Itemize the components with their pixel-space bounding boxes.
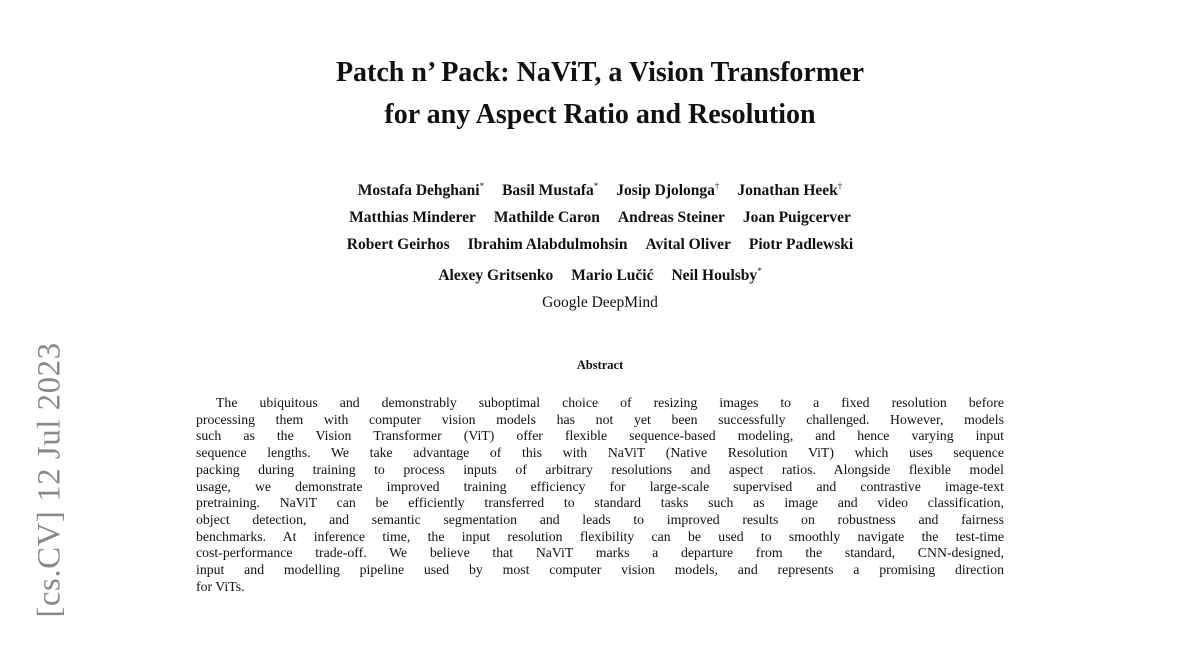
author: Alexey Gritsenko (438, 267, 553, 284)
author: Piotr Padlewski (749, 236, 853, 253)
author: Josip Djolonga† (616, 181, 720, 200)
paper-title: Patch n’ Pack: NaViT, a Vision Transform… (0, 52, 1200, 136)
author-name: Alexey Gritsenko (438, 267, 554, 285)
abstract-line: benchmarks. At inference time, the input… (196, 528, 1004, 544)
author-name: Matthias Minderer (349, 209, 476, 227)
author-name: Robert Geirhos (346, 236, 450, 254)
author-name: Ibrahim Alabdulmohsin (467, 236, 628, 254)
author-name: Joan Puigcerver (742, 209, 851, 227)
abstract-line: processing them with computer vision mod… (196, 411, 1004, 427)
author-row: Alexey Gritsenko Mario Lučić Neil Houlsby* (0, 258, 1200, 289)
abstract-line: for ViTs. (196, 578, 245, 594)
author: Jonathan Heek† (737, 181, 843, 200)
author-mark: * (757, 266, 762, 277)
author: Matthias Minderer (349, 209, 476, 226)
abstract-body: The ubiquitous and demonstrably suboptim… (196, 395, 1004, 595)
author-name: Jonathan Heek (737, 182, 838, 200)
author-name: Basil Mustafa (502, 182, 594, 200)
arxiv-stamp: [cs.CV] 12 Jul 2023 (31, 342, 68, 618)
affiliation: Google DeepMind (542, 294, 658, 312)
author: Joan Puigcerver (743, 209, 851, 226)
author: Mathilde Caron (494, 209, 600, 226)
author: Avital Oliver (645, 236, 730, 253)
author-mark: † (714, 181, 720, 191)
author-name: Josip Djolonga (616, 182, 715, 200)
abstract-line: The ubiquitous and demonstrably suboptim… (216, 395, 1004, 410)
author-name: Mostafa Dehghani (357, 182, 480, 200)
title-line: for any Aspect Ratio and Resolution (384, 99, 816, 130)
author-name: Piotr Padlewski (748, 236, 854, 254)
author-row: Mostafa Dehghani* Basil Mustafa* Josip Djo… (0, 173, 1200, 204)
author: Mostafa Dehghani* (357, 181, 485, 200)
author: Andreas Steiner (618, 209, 725, 226)
author-name: Mathilde Caron (493, 209, 600, 227)
author: Ibrahim Alabdulmohsin (468, 236, 628, 253)
abstract-line: packing during training to process input… (196, 461, 1004, 477)
author-row: Robert Geirhos Ibrahim Alabdulmohsin Avita… (0, 231, 1200, 258)
author-name: Neil Houlsby (671, 267, 758, 285)
author-list: Mostafa Dehghani* Basil Mustafa* Josip Djo… (0, 173, 1200, 316)
abstract-line: usage, we demonstrate improved training … (196, 478, 1004, 494)
abstract-line: sequence lengths. We take advantage of t… (196, 445, 1004, 461)
author-name: Andreas Steiner (617, 209, 725, 227)
author-row: Matthias Minderer Mathilde Caron Andreas S… (0, 204, 1200, 231)
abstract-line: cost-performance trade-off. We believe t… (196, 545, 1004, 561)
abstract-line: pretraining. NaViT can be efficiently tr… (196, 495, 1004, 511)
author: Neil Houlsby* (671, 266, 762, 285)
author-name: Mario Lučić (571, 267, 654, 285)
abstract-line: such as the Vision Transformer (ViT) off… (196, 428, 1004, 444)
abstract-line: input and modelling pipeline used by mos… (196, 562, 1004, 578)
abstract-heading: Abstract (576, 358, 624, 372)
author-name: Avital Oliver (645, 236, 731, 254)
author-mark: * (479, 181, 485, 191)
author: Mario Lučić (571, 267, 653, 284)
author: Basil Mustafa* (502, 181, 599, 200)
author-mark: † (837, 181, 843, 191)
author: Robert Geirhos (347, 236, 450, 253)
title-line: Patch n’ Pack: NaViT, a Vision Transform… (335, 57, 865, 88)
author-mark: * (593, 181, 599, 191)
abstract-line: object detection, and semantic segmentat… (196, 511, 1004, 527)
